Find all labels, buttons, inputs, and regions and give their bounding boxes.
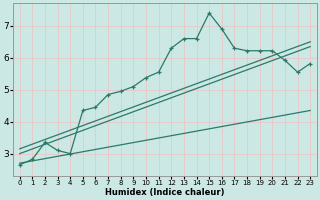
X-axis label: Humidex (Indice chaleur): Humidex (Indice chaleur) [105,188,225,197]
